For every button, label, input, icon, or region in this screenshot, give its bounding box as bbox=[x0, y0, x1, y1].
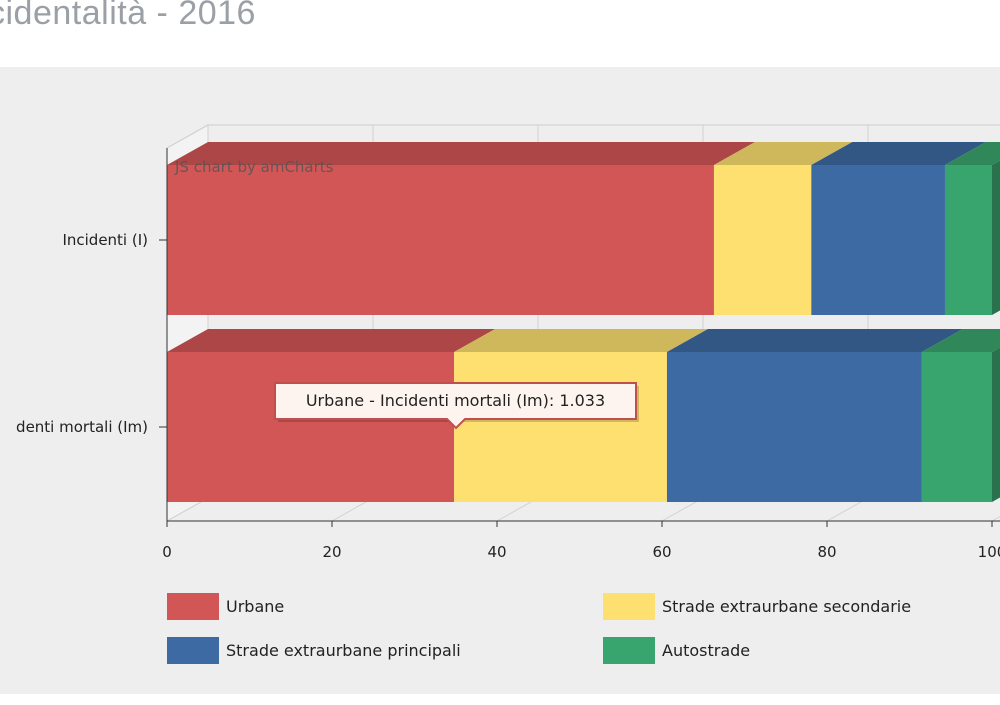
bar-segment-front bbox=[713, 165, 812, 315]
x-tick-label: 80 bbox=[817, 543, 836, 561]
bar-segment-top bbox=[167, 142, 755, 165]
bar-segment[interactable] bbox=[666, 329, 963, 502]
bar-segment-front bbox=[167, 352, 455, 502]
legend-item[interactable]: Urbane bbox=[167, 593, 284, 620]
bar-segment-top bbox=[811, 142, 986, 165]
tooltip: Urbane - Incidenti mortali (Im): 1.033 bbox=[274, 382, 639, 430]
bar-segment-top bbox=[167, 329, 496, 352]
chart-legend: Urbane Strade extraurbane secondarie Strad… bbox=[167, 593, 911, 664]
x-tick-label: 40 bbox=[487, 543, 506, 561]
bar-layer bbox=[167, 142, 1000, 502]
y-category-label: denti mortali (Im) bbox=[16, 418, 148, 436]
x-tick-label: 0 bbox=[162, 543, 172, 561]
legend-swatch bbox=[167, 637, 219, 664]
chart-watermark[interactable]: JS chart by amCharts bbox=[174, 158, 334, 176]
legend-item[interactable]: Strade extraurbane secondarie bbox=[603, 593, 911, 620]
bar-segment-front bbox=[167, 165, 714, 315]
x-tick-label: 60 bbox=[652, 543, 671, 561]
bar-segment-front bbox=[921, 352, 992, 502]
x-tick-label: 20 bbox=[322, 543, 341, 561]
legend-label: Strade extraurbane secondarie bbox=[662, 597, 911, 616]
bar-segment-front bbox=[944, 165, 992, 315]
legend-label: Autostrade bbox=[662, 641, 750, 660]
y-category-label: Incidenti (I) bbox=[62, 231, 148, 249]
legend-item[interactable]: Autostrade bbox=[603, 637, 750, 664]
tooltip-box bbox=[274, 382, 637, 430]
legend-item[interactable]: Strade extraurbane principali bbox=[167, 637, 461, 664]
bar-segment-top bbox=[713, 142, 853, 165]
bar-segment[interactable] bbox=[921, 329, 1000, 502]
bar-segment-side bbox=[992, 160, 1000, 315]
bar-segment[interactable] bbox=[713, 142, 853, 315]
bar-segment-top bbox=[921, 329, 1000, 352]
legend-label: Urbane bbox=[226, 597, 284, 616]
legend-swatch bbox=[603, 637, 655, 664]
bar-segment-front bbox=[454, 352, 667, 502]
page-title: cidentalità - 2016 bbox=[0, 0, 256, 32]
bar-segment[interactable] bbox=[167, 329, 496, 502]
bar-segment[interactable] bbox=[454, 329, 708, 502]
x-tick-label: 100 bbox=[978, 543, 1000, 561]
bar-segment[interactable] bbox=[944, 142, 1000, 315]
bar-segment-top bbox=[454, 329, 708, 352]
stacked-bar-chart: 0 20 40 60 80 100 Incidenti (I) denti mortali (… bbox=[16, 124, 1000, 664]
bar-segment-top bbox=[944, 142, 1000, 165]
y-grid-line bbox=[166, 124, 209, 149]
bar-segment[interactable] bbox=[811, 142, 986, 315]
x-grid-line bbox=[991, 515, 1000, 522]
bar-segment-front bbox=[811, 165, 945, 315]
legend-swatch bbox=[603, 593, 655, 620]
bar-segment-front bbox=[666, 352, 922, 502]
tooltip-text: Urbane - Incidenti mortali (Im): 1.033 bbox=[306, 391, 605, 410]
chart-panel: 0 20 40 60 80 100 Incidenti (I) denti mortali (… bbox=[0, 67, 1000, 694]
bar-segment-top bbox=[666, 329, 963, 352]
bar-segment[interactable] bbox=[167, 142, 755, 315]
bar-segment-side bbox=[992, 347, 1000, 502]
axis-layer: 0 20 40 60 80 100 Incidenti (I) denti mortali (… bbox=[16, 148, 1000, 561]
legend-swatch bbox=[167, 593, 219, 620]
legend-label: Strade extraurbane principali bbox=[226, 641, 461, 660]
